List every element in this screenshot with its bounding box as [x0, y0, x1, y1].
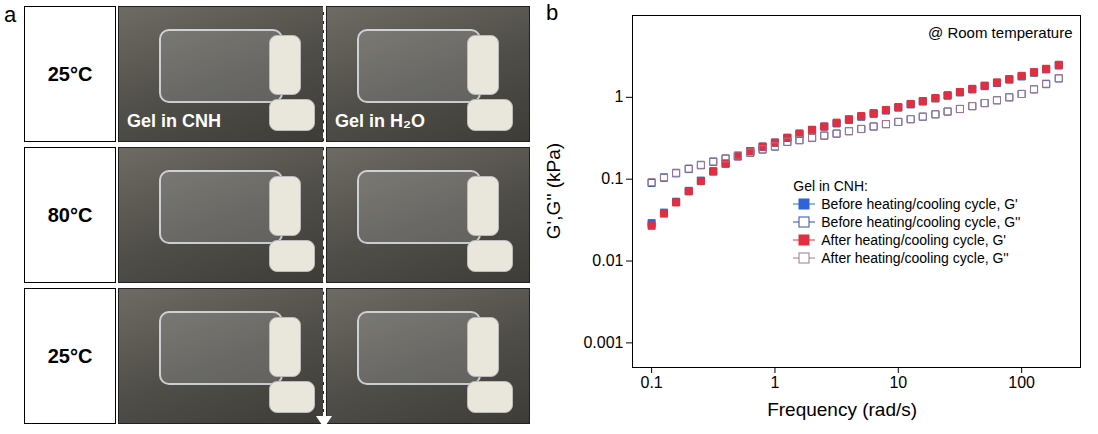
html-text:25°C: 25°C [47, 344, 93, 367]
html-text:80°C: 80°C [47, 203, 93, 226]
html-text:Before heating/cooling cycle,: Before heating/cooling cycle, G' [821, 195, 1018, 212]
svg-text:1: 1 [771, 374, 780, 391]
svg-text:0.01: 0.01 [592, 252, 623, 269]
svg-text:@ Room temperature: @ Room temperature [928, 24, 1072, 41]
svg-text:1: 1 [615, 88, 624, 105]
html-text:Gel in CNH: Gel in CNH [127, 111, 221, 131]
html-text:After heating/cooling cycle, G: After heating/cooling cycle, G' [821, 231, 1006, 248]
svg-text:100: 100 [1008, 374, 1035, 391]
html-text:b: b [546, 0, 559, 25]
html-text:25°C: 25°C [47, 62, 93, 85]
svg-text:10: 10 [889, 374, 907, 391]
html-text:G',G'' (kPa): G',G'' (kPa) [543, 142, 564, 240]
html-text:After heating/cooling cycle, G: After heating/cooling cycle, G'' [821, 249, 1009, 266]
html-text:Gel in CNH:: Gel in CNH: [793, 177, 868, 194]
html-text:Frequency (rad/s): Frequency (rad/s) [767, 399, 918, 420]
html-text:a: a [4, 2, 17, 27]
svg-text:0.1: 0.1 [640, 374, 662, 391]
html-text:Gel in H₂O: Gel in H₂O [335, 111, 425, 131]
html-text:Before heating/cooling cycle,: Before heating/cooling cycle, G'' [821, 213, 1021, 230]
svg-text:0.001: 0.001 [583, 334, 623, 351]
svg-text:0.1: 0.1 [601, 170, 623, 187]
